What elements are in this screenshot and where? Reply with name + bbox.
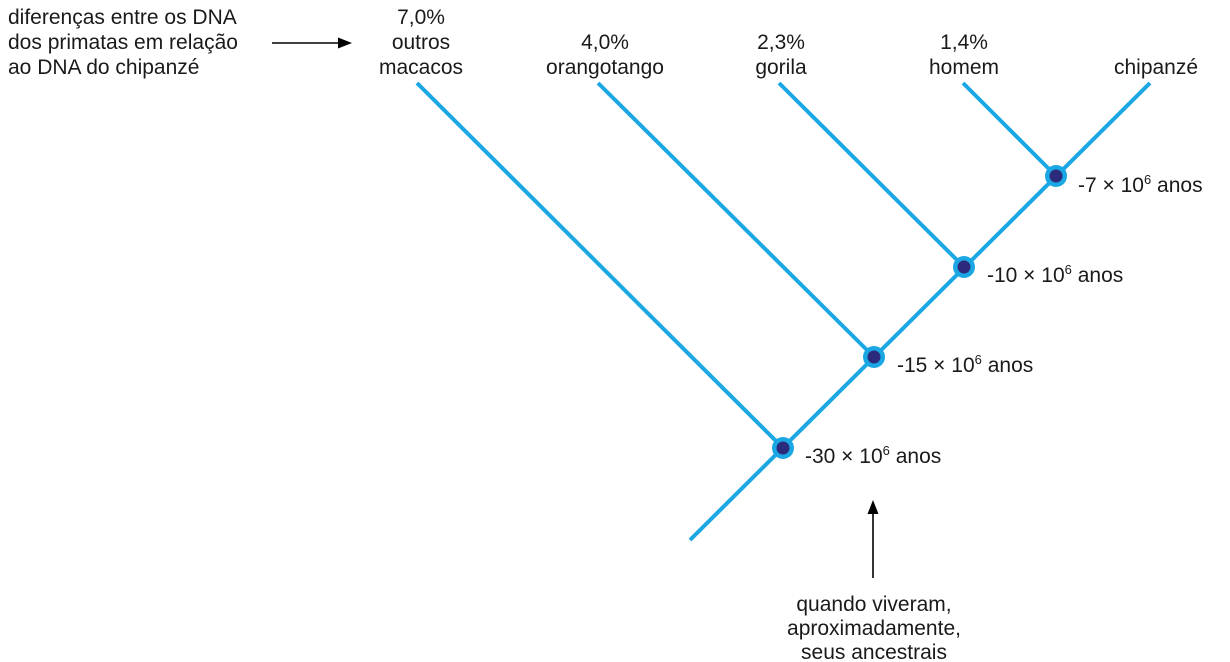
taxon-labels: 7,0% outros macacos 4,0% orangotango 2,3… bbox=[379, 6, 1198, 79]
taxon-name: homem bbox=[929, 56, 999, 79]
ancestor-note-line-1: quando viveram, bbox=[796, 593, 951, 616]
gorila-branch bbox=[777, 81, 966, 269]
homem-branch bbox=[961, 81, 1058, 178]
orangotango-branch bbox=[596, 81, 876, 359]
node-core bbox=[776, 441, 790, 455]
caption-line-2: dos primatas em relação bbox=[8, 31, 238, 54]
ancestor-node-15 bbox=[863, 346, 885, 368]
node-time-label-30: -30 × 106 anos bbox=[805, 443, 941, 468]
taxon-label-orangotango: 4,0% orangotango bbox=[546, 31, 664, 79]
ancestor-note-line-3: seus ancestrais bbox=[801, 641, 947, 662]
trunk-chipanze-branch bbox=[688, 81, 1152, 542]
ancestor-nodes bbox=[772, 165, 1067, 459]
node-time-label-15: -15 × 106 anos bbox=[897, 352, 1033, 377]
ancestor-note: quando viveram, aproximadamente, seus an… bbox=[787, 593, 961, 662]
caption-line-3: ao DNA do chipanzé bbox=[8, 56, 199, 79]
caption-arrow bbox=[272, 37, 352, 49]
node-time-labels: -7 × 106 anos -10 × 106 anos -15 × 106 a… bbox=[805, 172, 1203, 468]
taxon-percent: 4,0% bbox=[581, 31, 629, 54]
ancestor-node-30 bbox=[772, 437, 794, 459]
taxon-label-outros-macacos: 7,0% outros macacos bbox=[379, 6, 463, 79]
taxon-percent: 7,0% bbox=[397, 6, 445, 29]
node-core bbox=[867, 350, 881, 364]
ancestor-time-arrow bbox=[867, 500, 879, 578]
ancestor-node-7 bbox=[1045, 165, 1067, 187]
ancestor-time-arrow-head bbox=[867, 500, 879, 514]
node-time-label-10: -10 × 106 anos bbox=[987, 262, 1123, 287]
taxon-percent: 1,4% bbox=[940, 31, 988, 54]
outros-macacos-branch bbox=[415, 81, 785, 450]
tree-branches bbox=[415, 81, 1152, 542]
taxon-name: chipanzé bbox=[1114, 56, 1198, 79]
taxon-name: gorila bbox=[755, 56, 807, 79]
taxon-name-line-1: outros bbox=[392, 31, 450, 54]
node-core bbox=[957, 260, 971, 274]
caption-arrow-head bbox=[338, 37, 352, 49]
taxon-label-chipanze: chipanzé bbox=[1114, 56, 1198, 79]
node-core bbox=[1049, 169, 1063, 183]
ancestor-node-10 bbox=[953, 256, 975, 278]
node-time-label-7: -7 × 106 anos bbox=[1078, 172, 1203, 197]
taxon-name-line-2: macacos bbox=[379, 56, 463, 79]
caption: diferenças entre os DNA dos primatas em … bbox=[8, 6, 238, 79]
taxon-name: orangotango bbox=[546, 56, 664, 79]
caption-line-1: diferenças entre os DNA bbox=[8, 6, 237, 29]
taxon-label-homem: 1,4% homem bbox=[929, 31, 999, 79]
ancestor-note-line-2: aproximadamente, bbox=[787, 617, 961, 640]
taxon-label-gorila: 2,3% gorila bbox=[755, 31, 807, 79]
taxon-percent: 2,3% bbox=[757, 31, 805, 54]
